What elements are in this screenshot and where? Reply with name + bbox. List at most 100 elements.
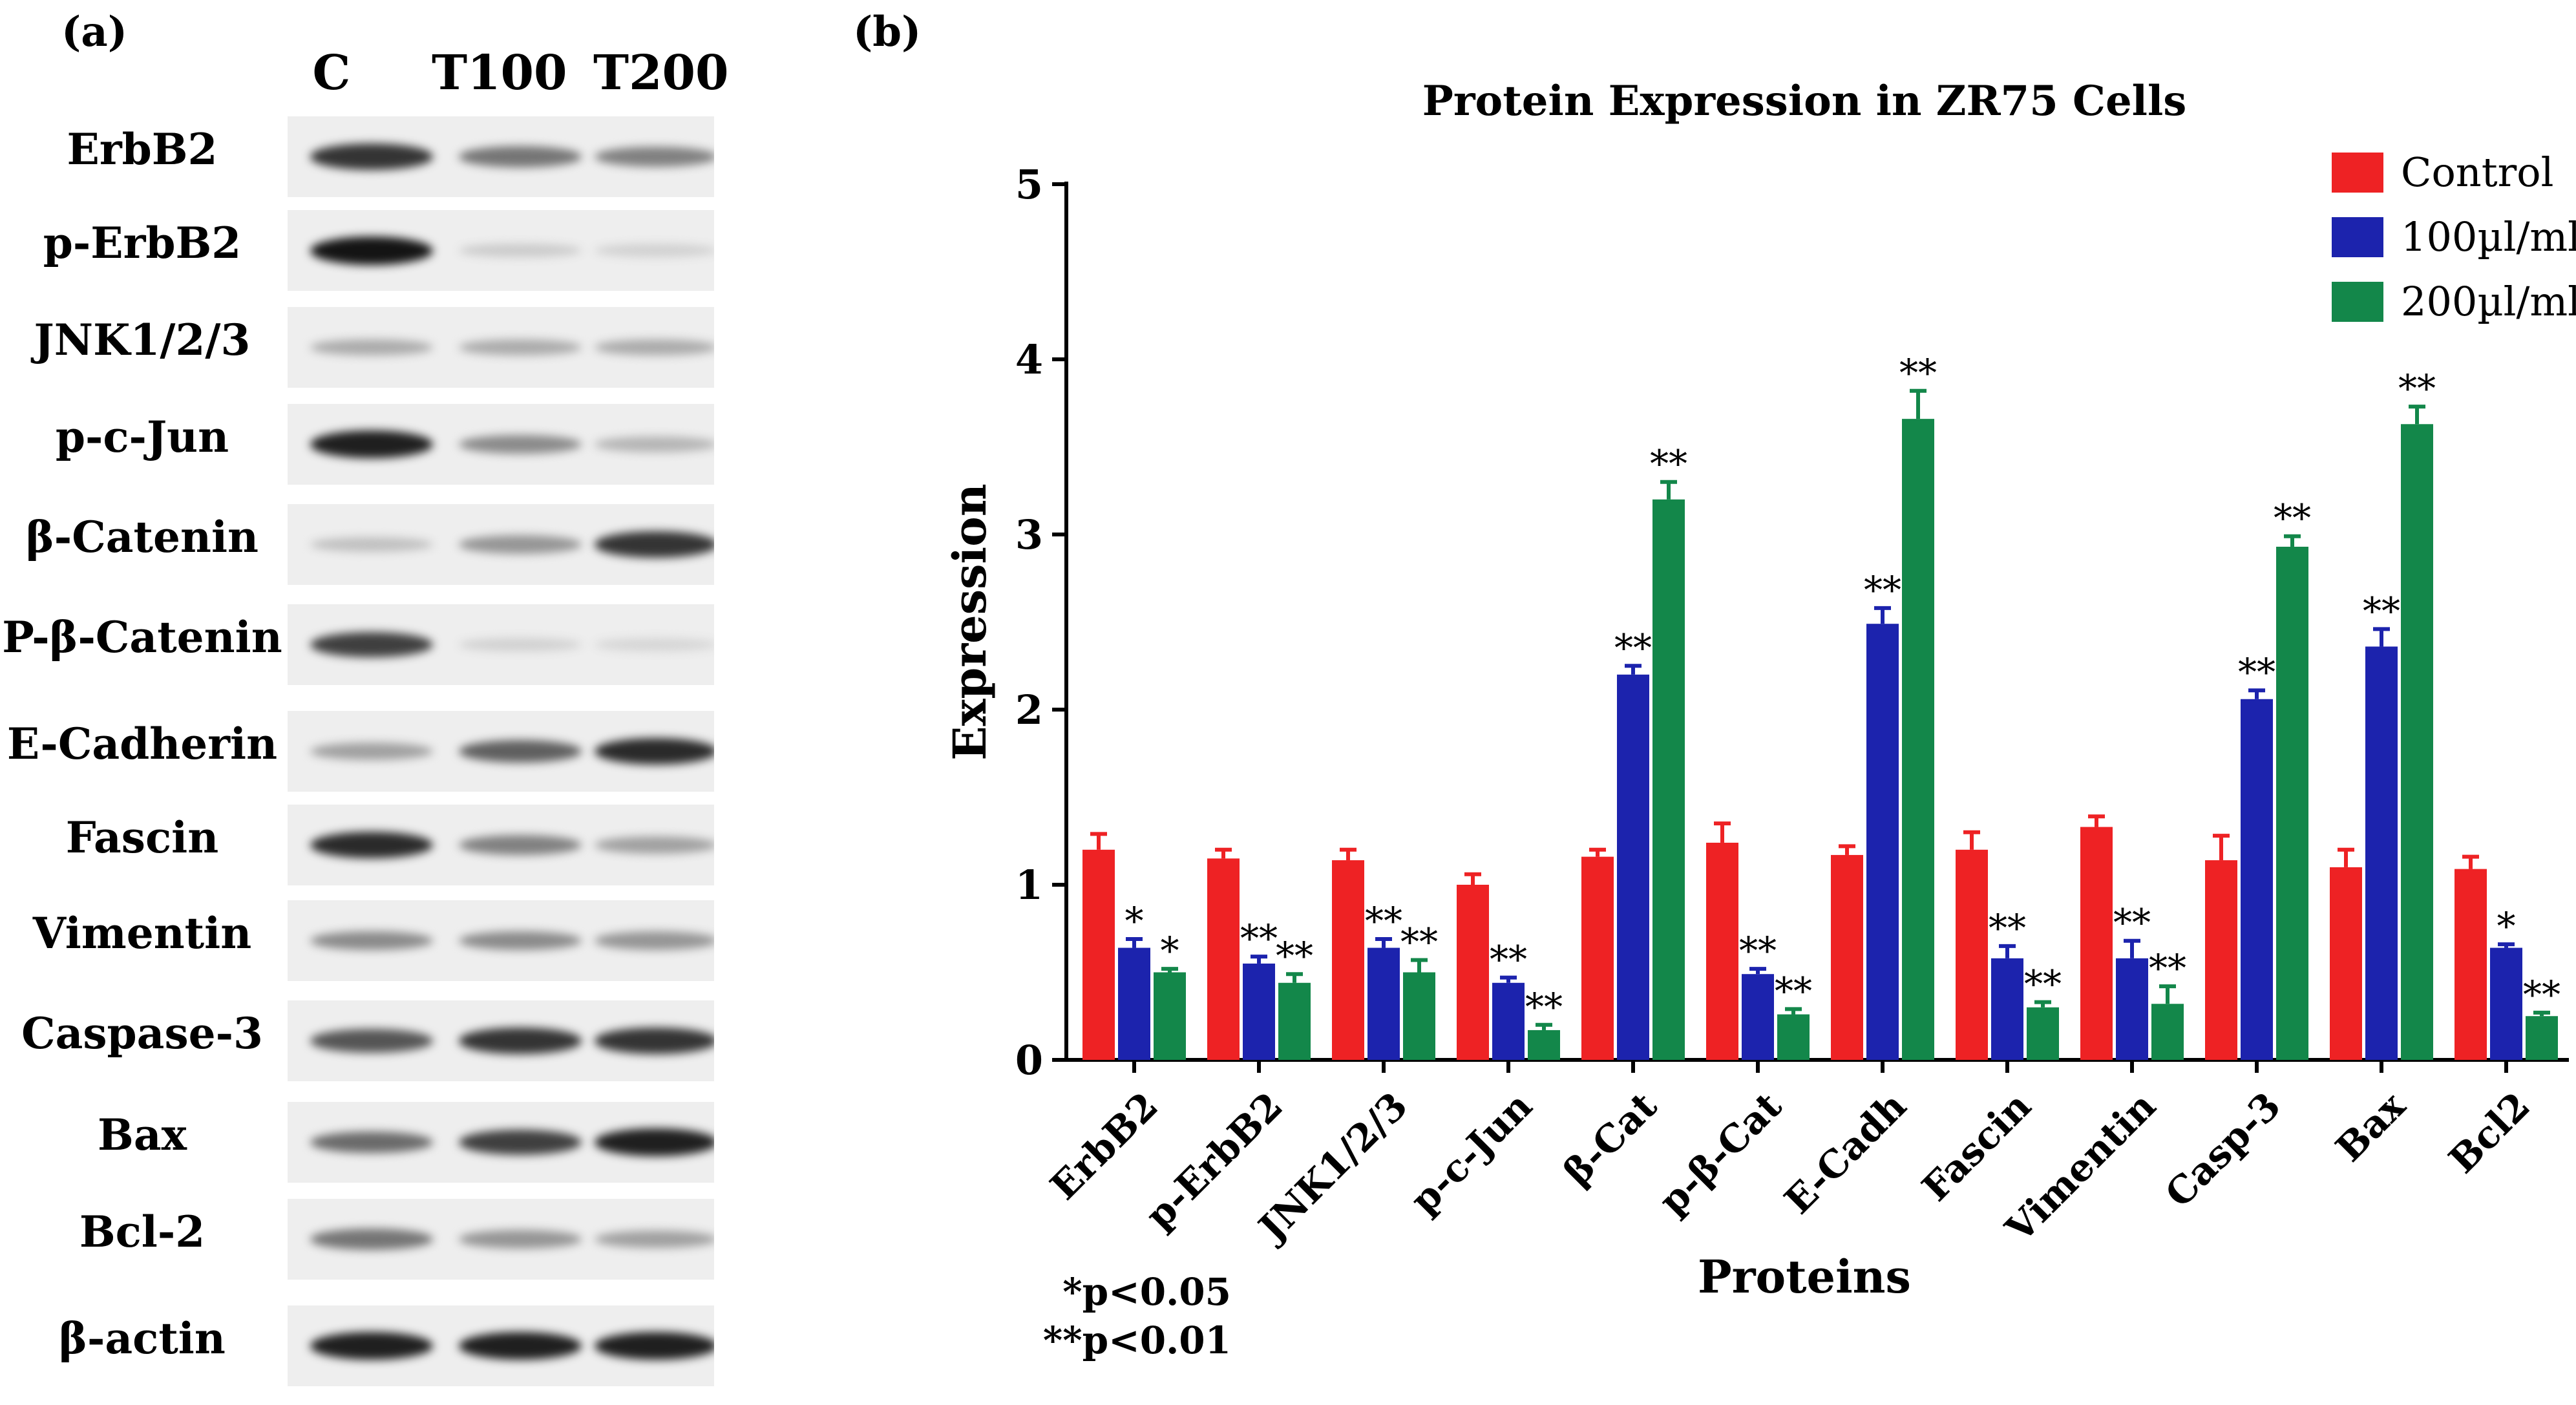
significance-marker: ** [2398, 366, 2436, 410]
blot-band [595, 436, 714, 452]
blot-strip [288, 1102, 714, 1183]
panel-a-letter: (a) [61, 8, 128, 56]
blot-band [459, 535, 582, 554]
blot-band [595, 1230, 714, 1249]
bar [2365, 646, 2398, 1060]
x-tick-label: p-c-Jun [1402, 1084, 1541, 1223]
blot-strip [288, 116, 714, 197]
y-axis-label: Expression [943, 483, 997, 760]
blot-band [310, 1029, 433, 1053]
blot-label: P-β-Catenin [2, 612, 282, 662]
significance-marker: ** [1240, 916, 1278, 960]
significance-marker: ** [1525, 985, 1563, 1029]
x-tick-label: Bcl2 [2440, 1084, 2539, 1182]
bar [1528, 1030, 1560, 1060]
bar [2151, 1004, 2184, 1060]
significance-marker: ** [1864, 568, 1901, 612]
significance-marker: * [1161, 929, 1179, 973]
legend-label: Control [2401, 149, 2553, 196]
bar [1617, 674, 1649, 1060]
significance-marker: ** [1899, 351, 1937, 395]
blot-label: p-c-Jun [55, 412, 229, 462]
blot-band [459, 1230, 582, 1249]
blot-label: β-Catenin [25, 512, 259, 562]
x-tick-label: p-β-Cat [1651, 1084, 1790, 1223]
legend-label: 200µl/ml [2401, 278, 2576, 325]
bar [2080, 827, 2113, 1060]
x-tick-label: β-Cat [1555, 1084, 1665, 1194]
significance-marker: * [2497, 904, 2516, 948]
blot-band [310, 742, 433, 761]
bar [1742, 974, 1774, 1060]
y-tick-label: 0 [1015, 1037, 1043, 1084]
blot-band [310, 143, 433, 170]
bar [1652, 499, 1685, 1060]
blot-strip [288, 1305, 714, 1386]
blot-label: Bax [98, 1110, 187, 1160]
blot-band [310, 831, 433, 859]
bar [1367, 947, 1400, 1060]
bar [2276, 546, 2308, 1060]
blot-label: β-actin [59, 1313, 226, 1364]
x-tick-label: Fascin [1914, 1084, 2040, 1210]
blot-band [310, 536, 433, 553]
x-axis-label: Proteins [1698, 1250, 1911, 1304]
significance-marker: ** [2274, 496, 2311, 540]
blot-strip [288, 1000, 714, 1081]
blot-band [310, 1131, 433, 1154]
bar [1831, 854, 1863, 1060]
panel-b-letter: (b) [853, 8, 922, 56]
blot-strip [288, 404, 714, 485]
significance-marker: ** [2024, 962, 2062, 1006]
blot-band [459, 637, 582, 652]
blot-label: Bcl-2 [79, 1207, 206, 1257]
bar [1866, 624, 1899, 1060]
bar [1082, 849, 1115, 1060]
bar [1403, 972, 1435, 1060]
bar [1777, 1014, 1810, 1060]
blot-band [595, 931, 714, 950]
legend-swatch [2332, 153, 2383, 193]
blot-label: Caspase-3 [21, 1008, 263, 1059]
blot-band [310, 1229, 433, 1250]
footnote-p001: **p<0.01 [1042, 1318, 1231, 1362]
bar [1243, 963, 1275, 1060]
significance-marker: ** [1775, 969, 1812, 1013]
blot-band [459, 931, 582, 951]
blot-band [310, 339, 433, 356]
x-tick-label: ErbB2 [1042, 1084, 1167, 1209]
blot-strip [288, 1199, 714, 1280]
bar [1991, 958, 2023, 1060]
significance-marker: ** [1614, 626, 1652, 670]
significance-marker: ** [1650, 442, 1687, 486]
bar [1492, 982, 1525, 1060]
blot-strip [288, 307, 714, 388]
significance-marker: ** [2363, 589, 2400, 633]
x-tick-label: Bax [2327, 1084, 2414, 1170]
footnote-p005: *p<0.05 [1062, 1270, 1231, 1314]
blot-band [595, 737, 714, 765]
significance-marker: ** [1989, 906, 2026, 950]
x-tick-label: E-Cadh [1776, 1084, 1915, 1223]
bar [2401, 424, 2433, 1060]
blot-band [310, 236, 433, 265]
bar [2241, 699, 2273, 1060]
bar [1278, 982, 1311, 1060]
blot-band [459, 835, 582, 855]
blot-band [595, 638, 714, 651]
chart-title: Protein Expression in ZR75 Cells [1422, 77, 2187, 125]
blot-label: p-ErbB2 [43, 218, 242, 268]
bar [1457, 885, 1489, 1060]
x-tick-label: Casp-3 [2157, 1084, 2289, 1216]
blot-band [459, 243, 582, 258]
blot-band [459, 1130, 582, 1155]
y-tick-label: 5 [1015, 161, 1043, 208]
significance-marker: ** [2149, 946, 2186, 990]
blot-band [595, 1028, 714, 1054]
blot-label: E-Cadherin [6, 719, 278, 769]
blot-band [459, 434, 582, 454]
bar [2205, 860, 2237, 1060]
blot-strip [288, 805, 714, 885]
